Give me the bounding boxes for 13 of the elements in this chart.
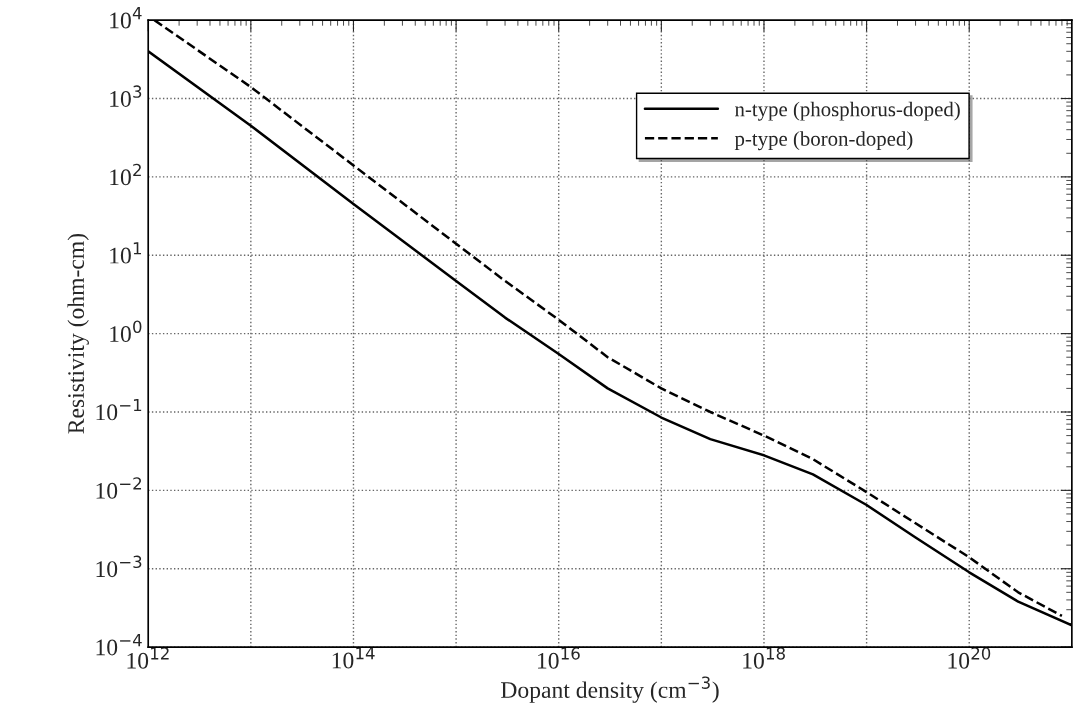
y-tick-label: 10$^{1}$ <box>110 242 141 264</box>
x-tick-label: 10$^{16}$ <box>538 647 580 669</box>
y-tick-label: 10$^{−3}$ <box>96 555 142 578</box>
legend-label: p-type (boron-doped) <box>734 131 913 151</box>
y-axis-title: Resistivity (ohm-cm) <box>67 233 89 434</box>
y-tick-label: 10$^{0}$ <box>110 320 142 343</box>
legend-label: n-type (phosphorus-doped) <box>734 101 960 121</box>
y-tick-label: 10$^{3}$ <box>110 85 142 107</box>
y-tick-label: 10$^{2}$ <box>110 163 141 186</box>
y-tick-label: 10$^{4}$ <box>110 7 142 29</box>
y-tick-label: 10$^{−1}$ <box>96 398 142 421</box>
y-tick-label: 10$^{−2}$ <box>96 477 142 499</box>
x-axis-title: Dopant density (cm$^{−3}$) <box>501 676 719 703</box>
